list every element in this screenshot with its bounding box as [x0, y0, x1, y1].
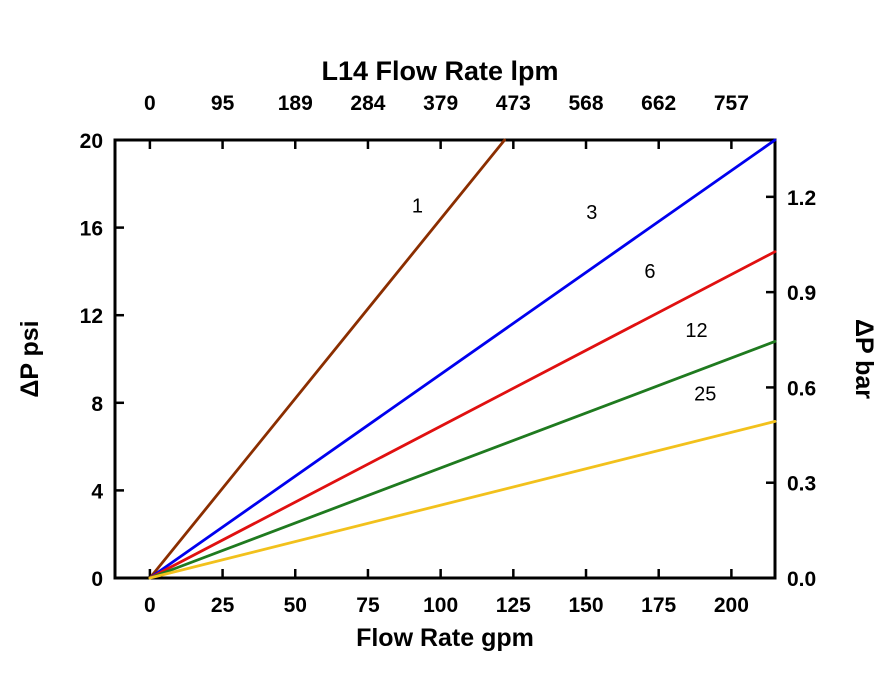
series-line-1	[148, 138, 507, 580]
tick-labels: 0025955018975284100379125473150568175662…	[80, 92, 817, 617]
x-tick-label-bottom: 50	[284, 594, 307, 617]
y-tick-label-left: 8	[91, 393, 103, 416]
y-tick-label-left: 20	[80, 130, 103, 153]
series-lines	[148, 138, 777, 580]
series-label-3: 3	[586, 202, 597, 224]
x-tick-label-bottom: 200	[714, 594, 749, 617]
axis-ticks	[115, 138, 775, 580]
series-labels: 1 3 6 12 25	[412, 195, 717, 405]
x-tick-label-top: 189	[278, 92, 313, 115]
y-tick-label-left: 16	[80, 218, 103, 241]
series-label-6: 6	[644, 261, 655, 283]
plot-border	[113, 138, 777, 580]
y-tick-label-right: 0.0	[787, 568, 816, 591]
x-tick-label-top: 0	[144, 92, 156, 115]
x-tick-label-top: 284	[350, 92, 385, 115]
series-line-3	[148, 138, 777, 580]
y-tick-label-right: 0.6	[787, 377, 816, 400]
right-axis-title: ΔP bar	[850, 319, 878, 399]
series-line-25	[148, 420, 777, 580]
x-tick-label-bottom: 175	[641, 594, 676, 617]
y-tick-label-left: 4	[91, 480, 103, 503]
y-tick-label-left: 12	[80, 305, 103, 328]
y-tick-label-right: 0.3	[787, 473, 816, 496]
plot-frame	[113, 138, 777, 580]
x-tick-label-top: 95	[211, 92, 235, 115]
x-tick-label-top: 568	[568, 92, 603, 115]
top-axis-title: L14 Flow Rate lpm	[321, 56, 558, 86]
series-label-12: 12	[685, 320, 707, 342]
x-tick-label-bottom: 25	[211, 594, 235, 617]
x-tick-label-top: 473	[496, 92, 531, 115]
x-tick-label-bottom: 150	[568, 594, 603, 617]
x-tick-label-top: 662	[641, 92, 676, 115]
x-tick-label-bottom: 0	[144, 594, 156, 617]
x-tick-label-bottom: 100	[423, 594, 458, 617]
y-tick-label-right: 1.2	[787, 187, 816, 210]
y-tick-label-right: 0.9	[787, 282, 816, 305]
x-tick-label-top: 379	[423, 92, 458, 115]
x-tick-label-top: 757	[714, 92, 749, 115]
series-label-1: 1	[412, 195, 423, 217]
series-line-12	[148, 340, 777, 580]
x-tick-label-bottom: 75	[356, 594, 380, 617]
left-axis-title: ΔP psi	[16, 320, 44, 397]
x-tick-label-bottom: 125	[496, 594, 531, 617]
y-tick-label-left: 0	[91, 568, 103, 591]
series-line-6	[148, 250, 777, 580]
series-label-25: 25	[694, 384, 716, 406]
bottom-axis-title: Flow Rate gpm	[356, 624, 534, 652]
